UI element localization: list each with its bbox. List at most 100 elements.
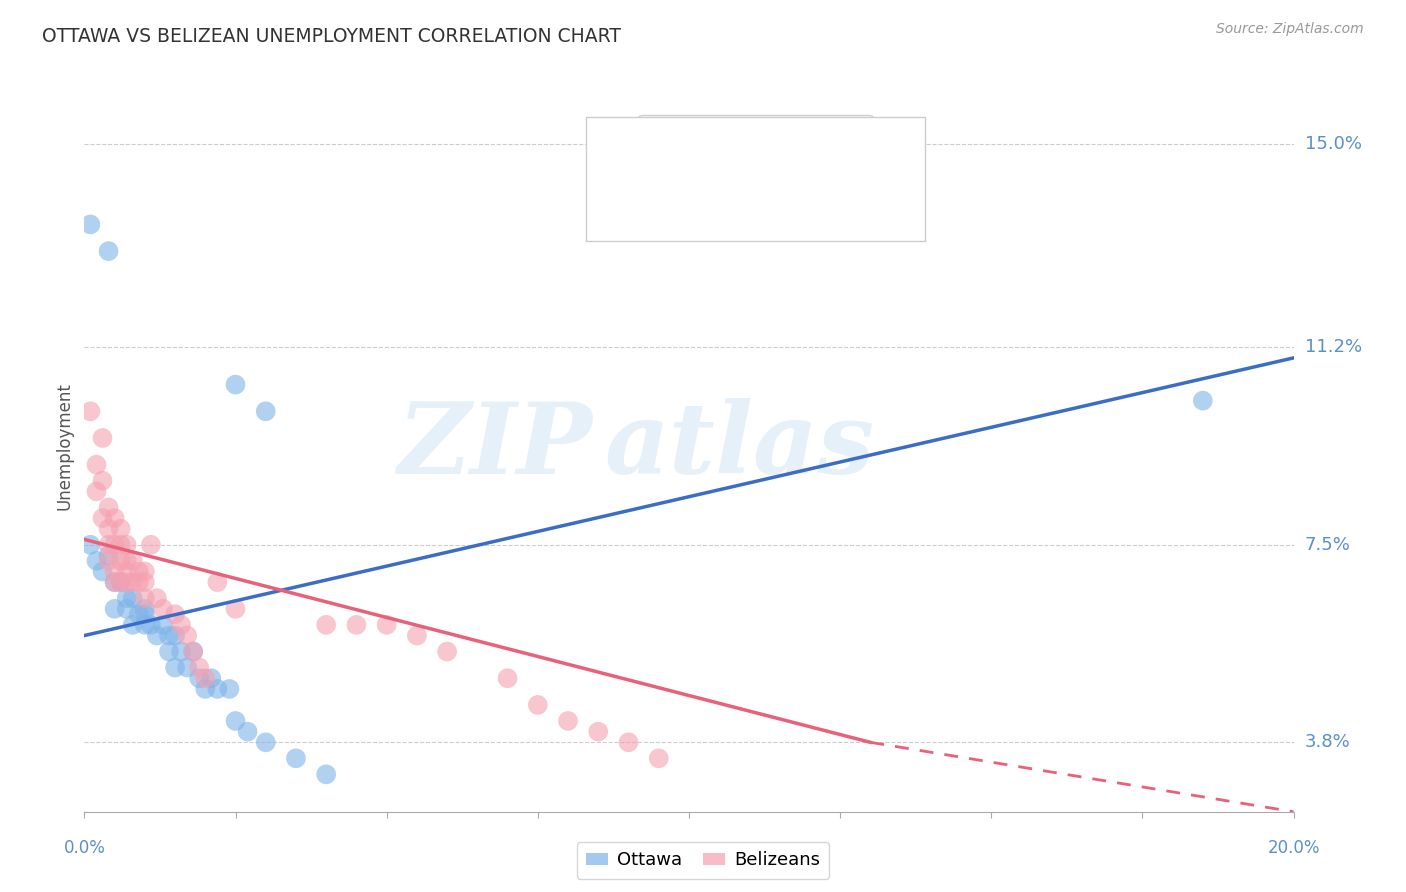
- Point: [254, 404, 277, 418]
- Point: [315, 767, 337, 781]
- Point: [165, 628, 187, 642]
- Text: 7.5%: 7.5%: [1305, 536, 1351, 554]
- Point: [1192, 393, 1215, 408]
- Point: [648, 751, 671, 765]
- FancyBboxPatch shape: [586, 117, 925, 241]
- Point: [188, 671, 211, 685]
- Point: [170, 618, 193, 632]
- Point: [225, 714, 247, 728]
- Point: [346, 618, 368, 632]
- Point: [181, 644, 204, 658]
- Point: [236, 724, 259, 739]
- Point: [115, 554, 138, 568]
- Point: [110, 575, 132, 590]
- Point: [194, 681, 217, 696]
- Point: [115, 602, 138, 616]
- Point: [115, 591, 138, 606]
- Point: [527, 698, 550, 712]
- Point: [146, 628, 169, 642]
- Point: [104, 511, 127, 525]
- Point: [115, 538, 138, 552]
- Point: [188, 660, 211, 674]
- Point: [97, 244, 120, 259]
- Point: [134, 602, 156, 616]
- Legend: Ottawa, Belizeans: Ottawa, Belizeans: [576, 842, 830, 879]
- Point: [104, 602, 127, 616]
- Text: 15.0%: 15.0%: [1305, 136, 1361, 153]
- Point: [86, 554, 108, 568]
- Point: [110, 554, 132, 568]
- Point: [97, 538, 120, 552]
- Point: [115, 575, 138, 590]
- Point: [104, 565, 127, 579]
- Point: [91, 565, 114, 579]
- Point: [97, 522, 120, 536]
- Point: [207, 681, 229, 696]
- Point: [165, 607, 187, 622]
- Point: [146, 591, 169, 606]
- Point: [115, 565, 138, 579]
- Point: [79, 404, 101, 418]
- Point: [157, 644, 180, 658]
- Point: [104, 575, 127, 590]
- Point: [110, 522, 132, 536]
- Point: [194, 671, 217, 685]
- Text: OTTAWA VS BELIZEAN UNEMPLOYMENT CORRELATION CHART: OTTAWA VS BELIZEAN UNEMPLOYMENT CORRELAT…: [42, 27, 621, 45]
- Point: [79, 218, 101, 232]
- Point: [152, 602, 174, 616]
- Point: [104, 538, 127, 552]
- Point: [375, 618, 398, 632]
- Point: [104, 575, 127, 590]
- Point: [110, 538, 132, 552]
- Point: [170, 644, 193, 658]
- Point: [91, 511, 114, 525]
- Point: [225, 602, 247, 616]
- Point: [152, 618, 174, 632]
- Point: [97, 549, 120, 563]
- Point: [134, 618, 156, 632]
- Point: [121, 591, 143, 606]
- Point: [110, 575, 132, 590]
- Point: [86, 484, 108, 499]
- Legend: R =  0.278   N = 40, R = -0.200   N =  51: R = 0.278 N = 40, R = -0.200 N = 51: [638, 115, 873, 186]
- Text: 11.2%: 11.2%: [1305, 338, 1362, 356]
- Point: [181, 644, 204, 658]
- Point: [617, 735, 640, 749]
- Point: [496, 671, 519, 685]
- Point: [139, 538, 162, 552]
- Point: [121, 575, 143, 590]
- Point: [128, 607, 150, 622]
- Point: [406, 628, 429, 642]
- Point: [121, 618, 143, 632]
- Text: Source: ZipAtlas.com: Source: ZipAtlas.com: [1216, 22, 1364, 37]
- Point: [176, 628, 198, 642]
- Point: [134, 607, 156, 622]
- Point: [254, 735, 277, 749]
- Point: [157, 628, 180, 642]
- Text: ZIP: ZIP: [398, 398, 592, 494]
- Point: [134, 575, 156, 590]
- Point: [218, 681, 240, 696]
- Point: [139, 618, 162, 632]
- Point: [176, 660, 198, 674]
- Text: 3.8%: 3.8%: [1305, 733, 1350, 751]
- Point: [121, 554, 143, 568]
- Text: 0.0%: 0.0%: [63, 839, 105, 857]
- Point: [285, 751, 308, 765]
- Point: [128, 575, 150, 590]
- Point: [225, 377, 247, 392]
- Point: [588, 724, 610, 739]
- Point: [200, 671, 222, 685]
- Y-axis label: Unemployment: Unemployment: [55, 382, 73, 510]
- Point: [97, 554, 120, 568]
- Point: [207, 575, 229, 590]
- Point: [91, 474, 114, 488]
- Point: [134, 591, 156, 606]
- Point: [436, 644, 458, 658]
- Point: [97, 500, 120, 515]
- Point: [79, 538, 101, 552]
- Point: [315, 618, 337, 632]
- Text: 20.0%: 20.0%: [1267, 839, 1320, 857]
- Point: [128, 565, 150, 579]
- Point: [134, 565, 156, 579]
